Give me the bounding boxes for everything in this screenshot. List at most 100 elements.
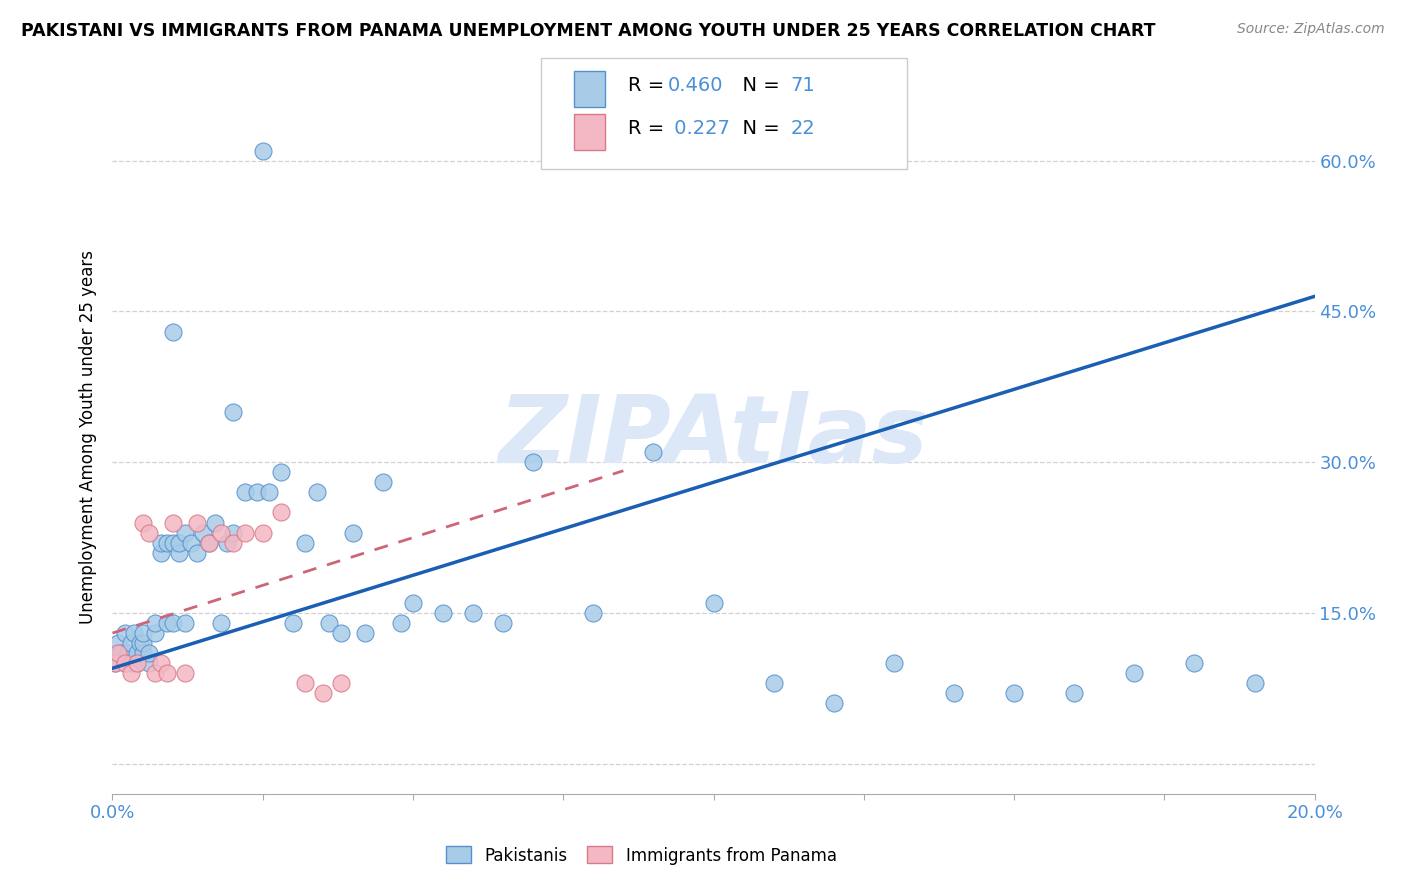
Point — [107, 646, 129, 660]
Point — [222, 535, 245, 549]
Point — [131, 646, 153, 660]
Point — [233, 485, 256, 500]
Point — [389, 615, 412, 630]
Point — [167, 535, 190, 549]
Point — [209, 525, 232, 540]
Point — [114, 657, 136, 671]
Legend: Pakistanis, Immigrants from Panama: Pakistanis, Immigrants from Panama — [439, 839, 844, 871]
Point — [270, 465, 292, 479]
Point — [186, 546, 208, 560]
Point — [215, 535, 238, 549]
Point — [155, 615, 177, 630]
Point — [492, 615, 515, 630]
Point — [125, 657, 148, 671]
Point — [162, 516, 184, 530]
Text: Source: ZipAtlas.com: Source: ZipAtlas.com — [1237, 22, 1385, 37]
Point — [149, 657, 172, 671]
Point — [342, 525, 364, 540]
Point — [110, 646, 132, 660]
Point — [167, 546, 190, 560]
Point — [197, 535, 219, 549]
Point — [138, 525, 160, 540]
Point — [117, 646, 139, 660]
Point — [155, 666, 177, 681]
Text: R =: R = — [628, 119, 671, 138]
Point — [131, 626, 153, 640]
Text: 71: 71 — [790, 76, 815, 95]
Point — [329, 626, 352, 640]
Point — [204, 516, 226, 530]
Point — [582, 606, 605, 620]
Point — [107, 646, 129, 660]
Y-axis label: Unemployment Among Youth under 25 years: Unemployment Among Youth under 25 years — [79, 250, 97, 624]
Point — [186, 516, 208, 530]
Point — [1063, 686, 1085, 700]
Point — [318, 615, 340, 630]
Point — [702, 596, 725, 610]
Point — [522, 455, 544, 469]
Point — [312, 686, 335, 700]
Point — [461, 606, 484, 620]
Point — [107, 636, 129, 650]
Point — [252, 525, 274, 540]
Point — [1123, 666, 1146, 681]
Point — [823, 697, 845, 711]
Point — [104, 657, 127, 671]
Text: N =: N = — [730, 119, 786, 138]
Point — [371, 475, 394, 490]
Point — [143, 626, 166, 640]
Point — [222, 525, 245, 540]
Point — [257, 485, 280, 500]
Point — [155, 535, 177, 549]
Point — [120, 666, 142, 681]
Point — [762, 676, 785, 690]
Point — [162, 325, 184, 339]
Point — [125, 646, 148, 660]
Point — [120, 636, 142, 650]
Text: 0.227: 0.227 — [668, 119, 730, 138]
Point — [354, 626, 377, 640]
Point — [233, 525, 256, 540]
Point — [162, 535, 184, 549]
Point — [270, 506, 292, 520]
Point — [120, 657, 142, 671]
Point — [222, 405, 245, 419]
Point — [131, 516, 153, 530]
Point — [294, 676, 316, 690]
Point — [143, 615, 166, 630]
Point — [173, 666, 195, 681]
Text: 22: 22 — [790, 119, 815, 138]
Point — [143, 666, 166, 681]
Point — [209, 615, 232, 630]
Text: ZIPAtlas: ZIPAtlas — [499, 391, 928, 483]
Point — [1184, 657, 1206, 671]
Point — [122, 626, 145, 640]
Point — [643, 445, 665, 459]
Point — [294, 535, 316, 549]
Text: 0.460: 0.460 — [668, 76, 723, 95]
Point — [883, 657, 905, 671]
Point — [402, 596, 425, 610]
Point — [162, 615, 184, 630]
Point — [138, 646, 160, 660]
Point — [114, 626, 136, 640]
Point — [149, 546, 172, 560]
Point — [1002, 686, 1025, 700]
Point — [305, 485, 328, 500]
Point — [197, 535, 219, 549]
Point — [281, 615, 304, 630]
Point — [138, 657, 160, 671]
Text: R =: R = — [628, 76, 671, 95]
Point — [114, 657, 136, 671]
Point — [252, 144, 274, 158]
Point — [173, 615, 195, 630]
Point — [180, 535, 202, 549]
Point — [329, 676, 352, 690]
Point — [104, 657, 127, 671]
Point — [432, 606, 454, 620]
Text: PAKISTANI VS IMMIGRANTS FROM PANAMA UNEMPLOYMENT AMONG YOUTH UNDER 25 YEARS CORR: PAKISTANI VS IMMIGRANTS FROM PANAMA UNEM… — [21, 22, 1156, 40]
Point — [246, 485, 269, 500]
Point — [1243, 676, 1265, 690]
Point — [149, 535, 172, 549]
Point — [942, 686, 965, 700]
